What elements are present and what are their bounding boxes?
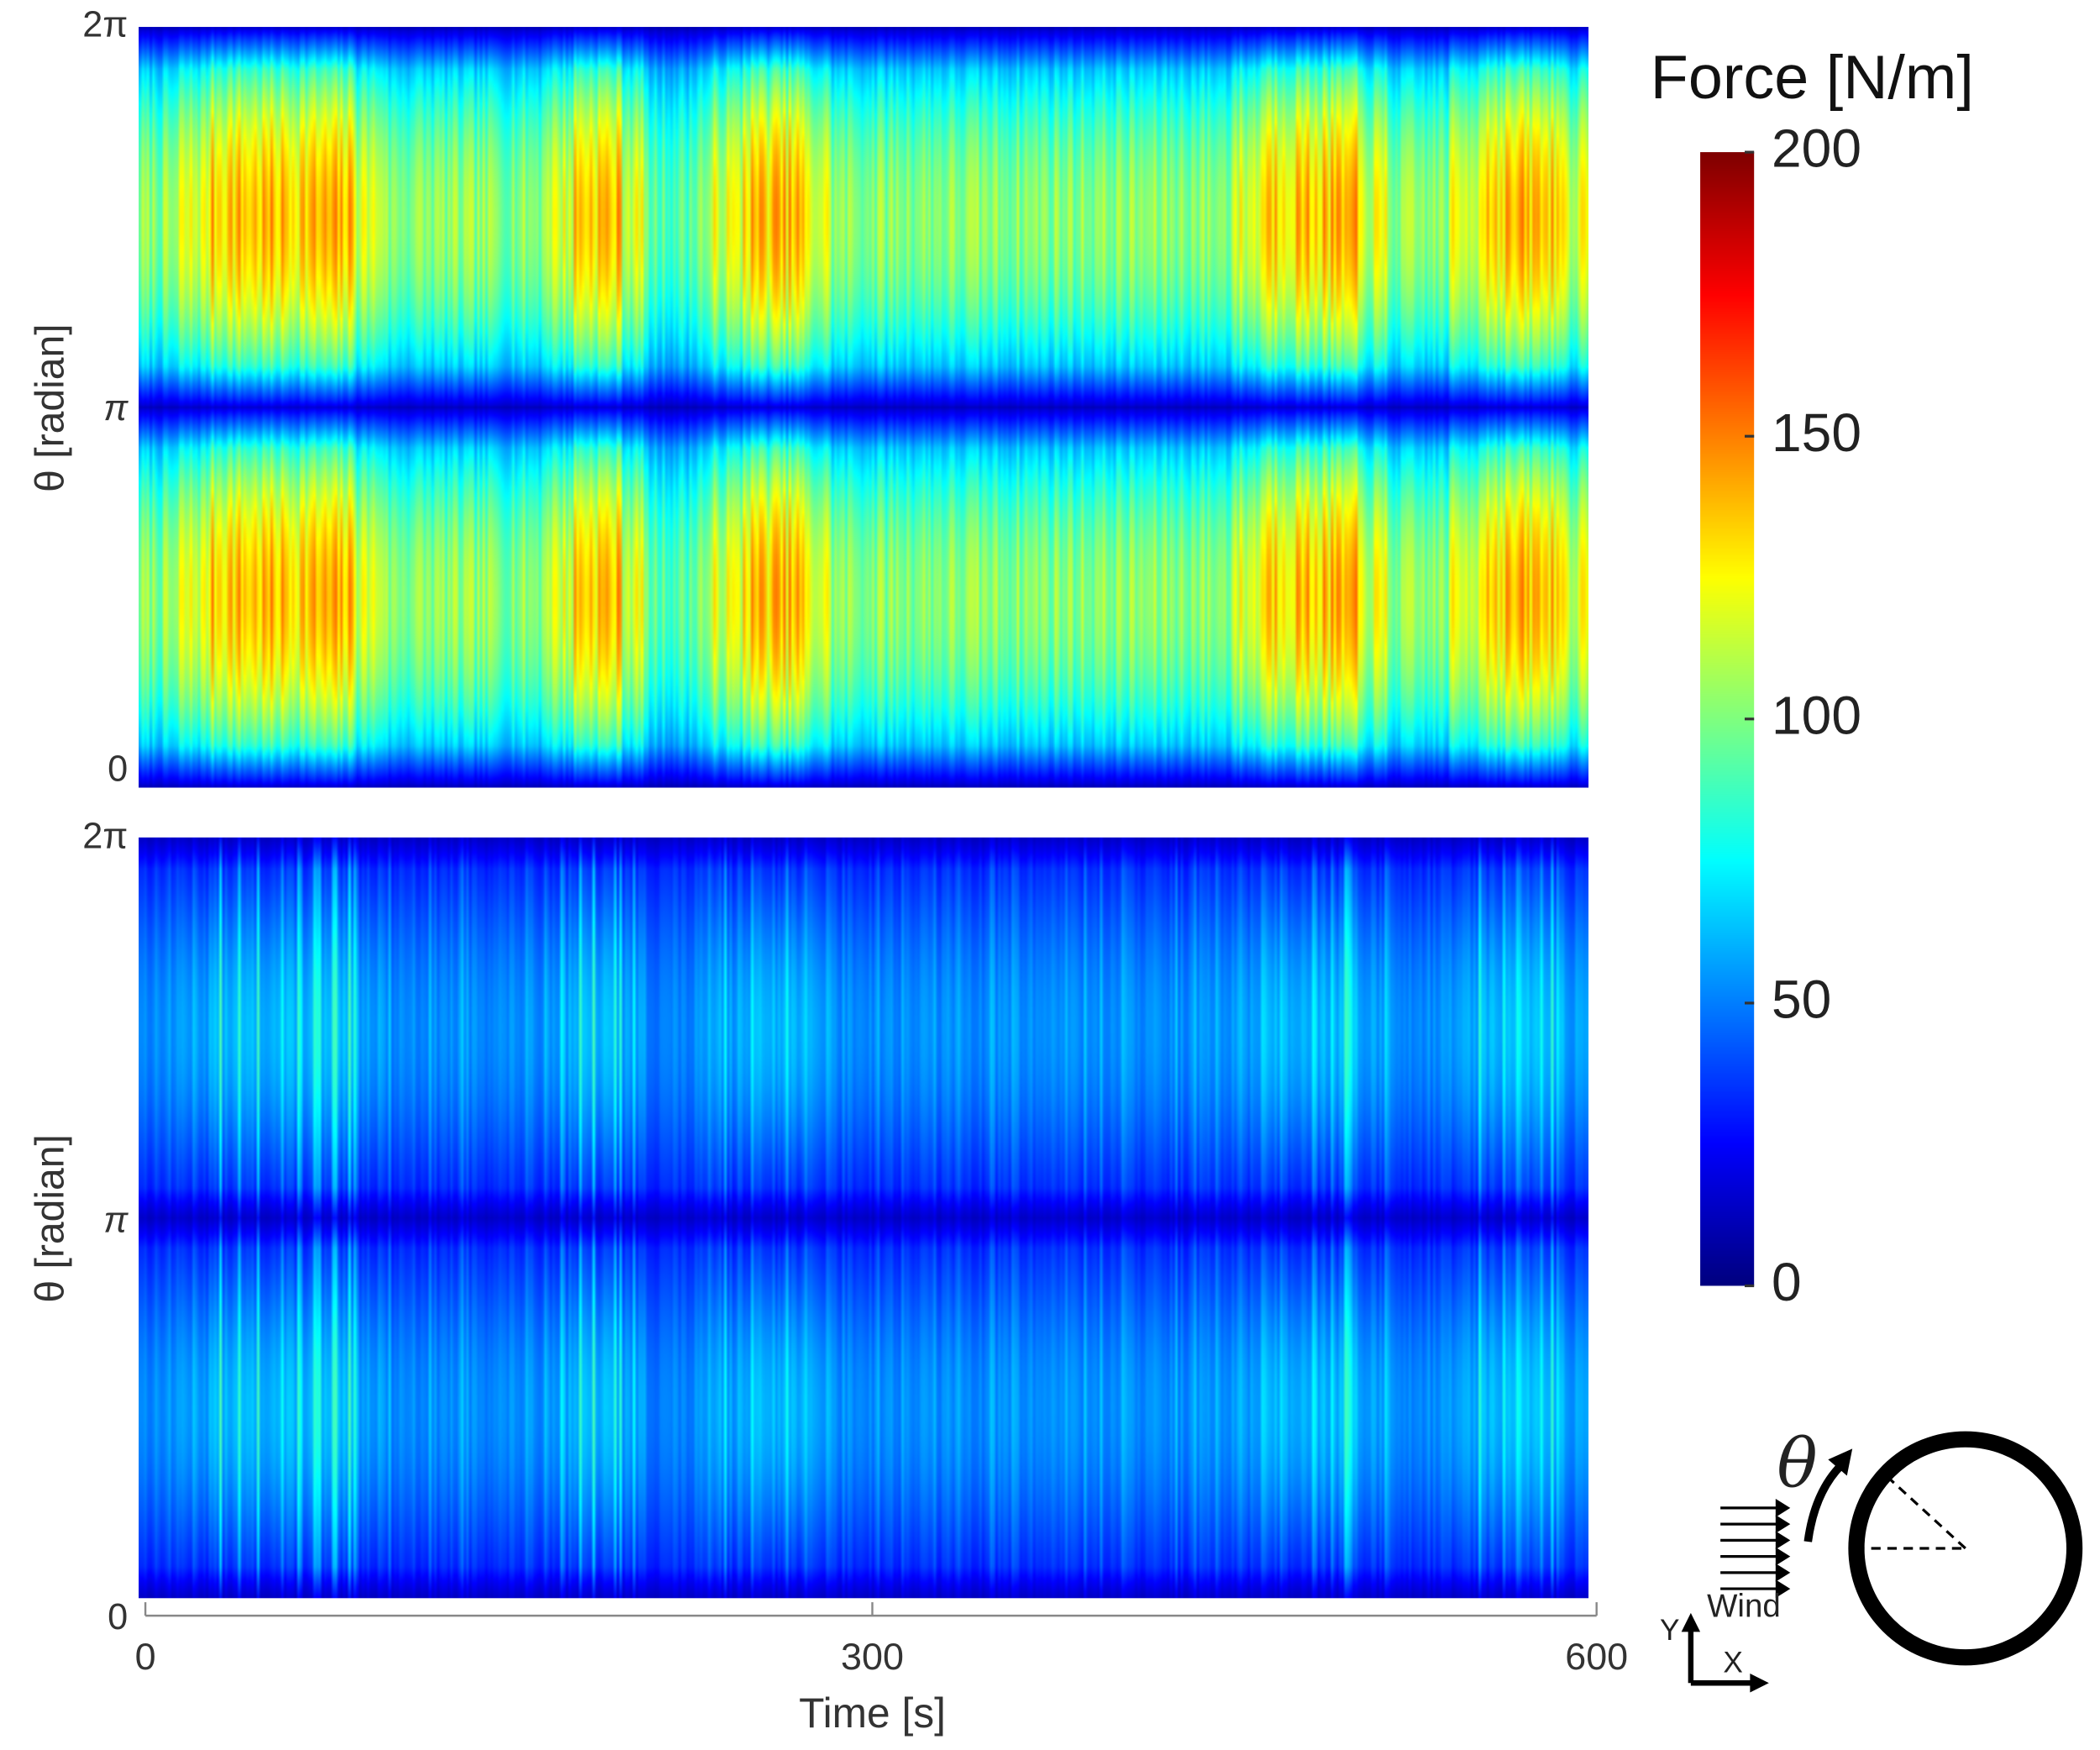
theta-arrowhead (1828, 1448, 1853, 1476)
x-axis-arrowhead (1750, 1674, 1769, 1693)
colorbar-tick-mark (1744, 717, 1755, 721)
wind-label: Wind (1707, 1589, 1781, 1626)
wind-diagram (1681, 1431, 2083, 1693)
xtick-label-0: 0 (134, 1636, 156, 1678)
top-ytick-2pi: 2π (82, 3, 129, 45)
angle-dashed-line (1883, 1473, 1966, 1550)
wind-arrows (1720, 1499, 1791, 1598)
colorbar-tick-label: 50 (1772, 970, 1832, 1030)
bottom-ytick-0: 0 (108, 1596, 129, 1637)
x-axis-label: Time [s] (799, 1690, 946, 1737)
theta-arrow (1803, 1462, 1845, 1542)
colorbar-tick-mark (1744, 150, 1755, 154)
bottom-heatmap (139, 837, 1589, 1599)
axis-x-label: X (1723, 1645, 1743, 1679)
colorbar-tick-label: 200 (1772, 119, 1861, 180)
colorbar-tick-mark (1744, 1284, 1755, 1288)
theta-symbol: θ (1777, 1424, 1818, 1503)
top-ytick-0: 0 (108, 749, 129, 790)
axis-y-label: Y (1660, 1612, 1680, 1647)
top-ytick-pi: π (103, 387, 129, 428)
y-axis-arrowhead (1681, 1612, 1701, 1632)
top-heatmap (139, 27, 1589, 788)
colorbar-tick-label: 100 (1772, 686, 1861, 746)
bottom-ytick-2pi: 2π (82, 816, 129, 857)
xtick-label-300: 300 (841, 1636, 904, 1678)
colorbar-tick-mark (1744, 1001, 1755, 1004)
colorbar-tick-mark (1744, 434, 1755, 438)
colorbar-tick-label: 150 (1772, 402, 1861, 463)
xtick-label-600: 600 (1565, 1636, 1629, 1678)
bottom-ytick-pi: π (103, 1199, 129, 1240)
colorbar-title: Force [N/m] (1650, 41, 1974, 113)
colorbar-tick-label: 0 (1772, 1253, 1802, 1313)
